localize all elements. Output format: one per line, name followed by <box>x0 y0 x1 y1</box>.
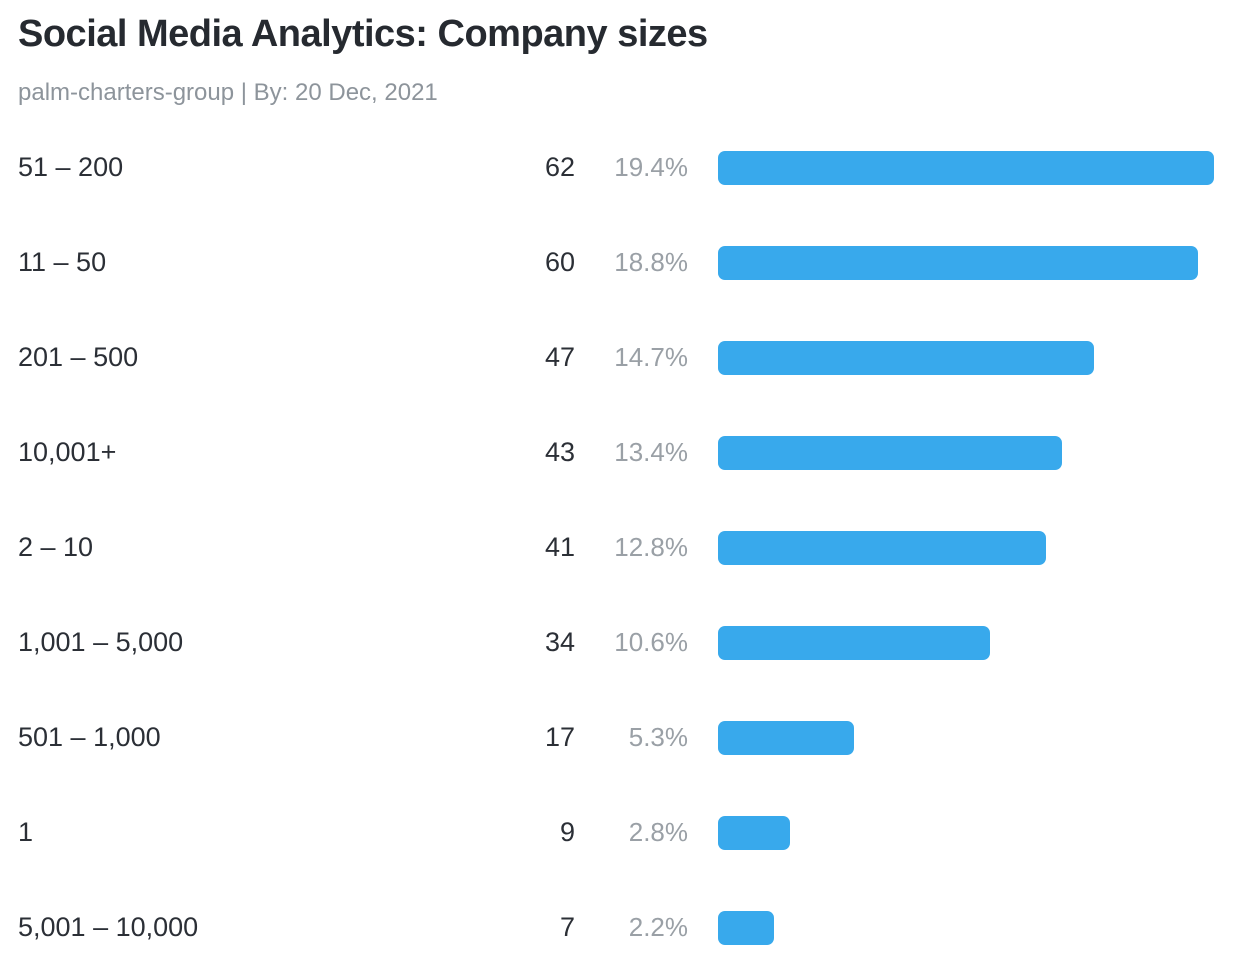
count-value: 17 <box>544 722 575 752</box>
bar-track <box>718 150 1214 185</box>
percent-value: 18.8% <box>614 247 688 277</box>
bar[interactable] <box>718 625 990 660</box>
bar-track <box>718 720 1214 755</box>
page-title: Social Media Analytics: Company sizes <box>18 13 708 55</box>
bar[interactable] <box>718 815 791 850</box>
bar-track <box>718 815 1214 850</box>
percent-value: 14.7% <box>614 342 688 372</box>
category-label: 11 – 50 <box>18 247 107 277</box>
percent-value: 10.6% <box>614 627 688 657</box>
bar-track <box>718 435 1214 470</box>
bar-track <box>718 530 1214 565</box>
percent-value: 13.4% <box>614 437 688 467</box>
category-label: 1 <box>18 817 34 847</box>
table-row: 501 – 1,000 17 5.3% <box>0 690 1244 785</box>
bar[interactable] <box>718 150 1214 185</box>
bar-track <box>718 910 1214 945</box>
table-row: 201 – 500 47 14.7% <box>0 310 1244 405</box>
bar[interactable] <box>718 910 774 945</box>
bar[interactable] <box>718 340 1095 375</box>
bar[interactable] <box>718 720 854 755</box>
table-row: 5,001 – 10,000 7 2.2% <box>0 880 1244 975</box>
count-value: 43 <box>544 437 575 467</box>
category-label: 201 – 500 <box>18 342 139 372</box>
bar-chart: 51 – 200 62 19.4% 11 – 50 60 18.8% 201 –… <box>0 120 1244 975</box>
category-label: 501 – 1,000 <box>18 722 161 752</box>
report-byline: palm-charters-group | By: 20 Dec, 2021 <box>18 79 438 106</box>
percent-value: 5.3% <box>628 722 688 752</box>
count-value: 34 <box>544 627 575 657</box>
table-row: 51 – 200 62 19.4% <box>0 120 1244 215</box>
table-row: 1,001 – 5,000 34 10.6% <box>0 595 1244 690</box>
category-label: 2 – 10 <box>18 532 94 562</box>
category-label: 5,001 – 10,000 <box>18 912 199 942</box>
bar[interactable] <box>718 245 1198 280</box>
bar-track <box>718 340 1214 375</box>
percent-value: 2.2% <box>628 912 688 942</box>
percent-value: 12.8% <box>614 532 688 562</box>
category-label: 51 – 200 <box>18 152 124 182</box>
count-value: 41 <box>544 532 575 562</box>
category-label: 1,001 – 5,000 <box>18 627 184 657</box>
percent-value: 19.4% <box>614 152 688 182</box>
table-row: 11 – 50 60 18.8% <box>0 215 1244 310</box>
category-label: 10,001+ <box>18 437 117 467</box>
count-value: 60 <box>544 247 575 277</box>
report-header: Social Media Analytics: Company sizes pa… <box>0 0 1244 108</box>
bar[interactable] <box>718 435 1062 470</box>
percent-value: 2.8% <box>628 817 688 847</box>
count-value: 62 <box>544 152 575 182</box>
bar[interactable] <box>718 530 1046 565</box>
count-value: 7 <box>559 912 575 942</box>
count-value: 47 <box>544 342 575 372</box>
table-row: 1 9 2.8% <box>0 785 1244 880</box>
table-row: 2 – 10 41 12.8% <box>0 500 1244 595</box>
bar-track <box>718 245 1214 280</box>
count-value: 9 <box>559 817 575 847</box>
table-row: 10,001+ 43 13.4% <box>0 405 1244 500</box>
bar-track <box>718 625 1214 660</box>
